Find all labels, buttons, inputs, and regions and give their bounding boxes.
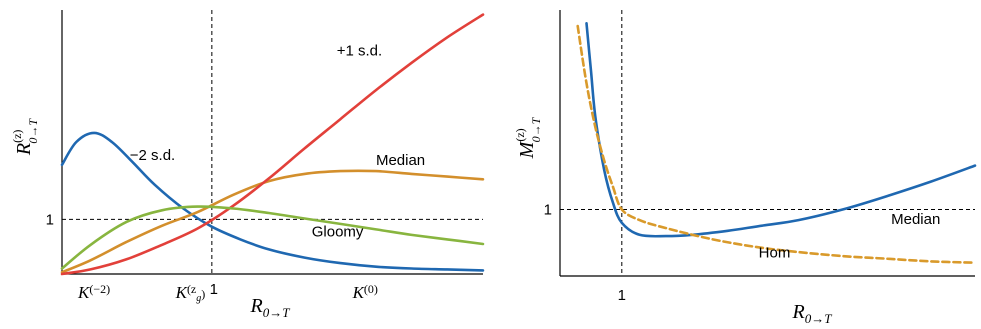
series-label: Hom: [759, 244, 791, 261]
series-line-2-s-d: [60, 131, 485, 272]
x-tick-label: K(−2): [77, 282, 110, 302]
series-label: Gloomy: [312, 224, 364, 241]
y-axis-title: R(z) 0→T: [10, 118, 40, 157]
series-line-median: [585, 22, 977, 238]
x-axis-title: R0→T: [792, 301, 833, 326]
right-chart-panel: Median Hom 1 1 R0→T M(z) 0→T: [513, 10, 977, 326]
series-line-hom: [576, 24, 977, 264]
x-tick-label: 1: [210, 281, 218, 298]
y-tick-label: 1: [544, 202, 552, 219]
series-line-1-s-d: [60, 13, 485, 276]
x-tick-label: K(0): [352, 282, 378, 302]
x-axis-title: R0→T: [250, 295, 291, 320]
x-tick-label: 1: [618, 287, 626, 304]
series-label: +1 s.d.: [337, 43, 382, 60]
x-tick-label: K(zg): [175, 282, 206, 304]
series-label: Median: [376, 152, 425, 169]
series-line-gloomy: [60, 205, 485, 270]
y-axis-title: M(z) 0→T: [513, 116, 543, 159]
series-label: Median: [891, 211, 940, 228]
series-line-median: [60, 169, 485, 274]
y-tick-label: 1: [46, 211, 54, 228]
series-label: −2 s.d.: [130, 147, 175, 164]
